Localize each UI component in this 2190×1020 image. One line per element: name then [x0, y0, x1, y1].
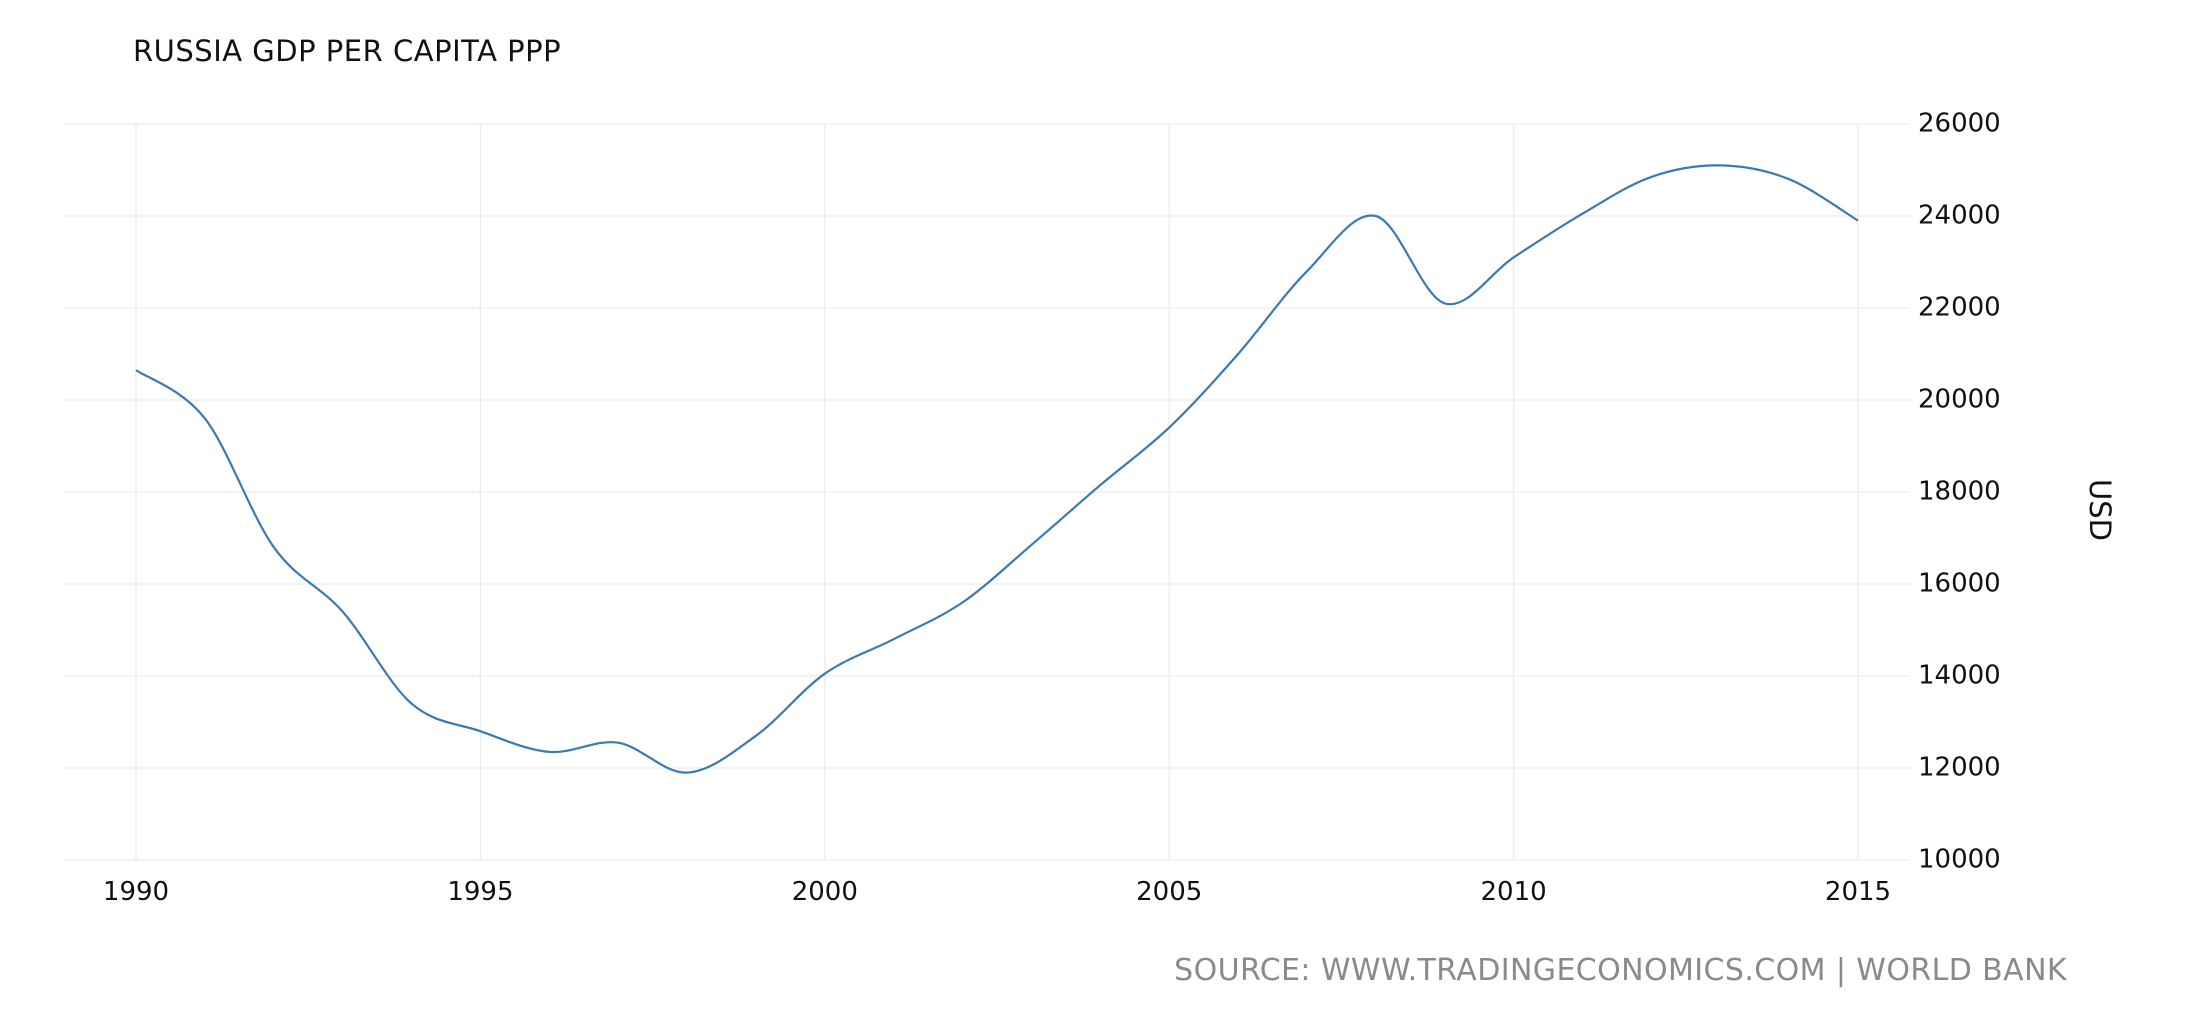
y-tick-label: 16000 — [1918, 569, 2001, 599]
y-tick-label: 14000 — [1918, 661, 2001, 691]
x-tick-label: 2005 — [1136, 877, 1202, 907]
y-tick-label: 24000 — [1918, 201, 2001, 231]
source-note: SOURCE: WWW.TRADINGECONOMICS.COM | WORLD… — [1174, 953, 2067, 988]
chart-title: RUSSIA GDP PER CAPITA PPP — [133, 34, 562, 68]
x-axis-ticks: 1990 1995 2000 2005 2010 2015 — [103, 877, 1891, 907]
y-axis-ticks: 10000 12000 14000 16000 18000 20000 22000 24000… — [1918, 109, 2001, 875]
x-tick-label: 2015 — [1825, 877, 1891, 907]
gridlines — [64, 123, 1910, 861]
x-tick-label: 2010 — [1481, 877, 1547, 907]
y-tick-label: 20000 — [1918, 385, 2001, 415]
x-tick-label: 2000 — [792, 877, 858, 907]
y-tick-label: 26000 — [1918, 109, 2001, 139]
y-axis-label: USD — [2083, 479, 2117, 541]
y-tick-label: 12000 — [1918, 753, 2001, 783]
x-tick-label: 1990 — [103, 877, 169, 907]
y-tick-label: 10000 — [1918, 845, 2001, 875]
series-line — [135, 164, 1859, 774]
y-tick-label: 18000 — [1918, 477, 2001, 507]
x-tick-label: 1995 — [447, 877, 513, 907]
y-tick-label: 22000 — [1918, 293, 2001, 323]
series-lines — [135, 164, 1859, 774]
